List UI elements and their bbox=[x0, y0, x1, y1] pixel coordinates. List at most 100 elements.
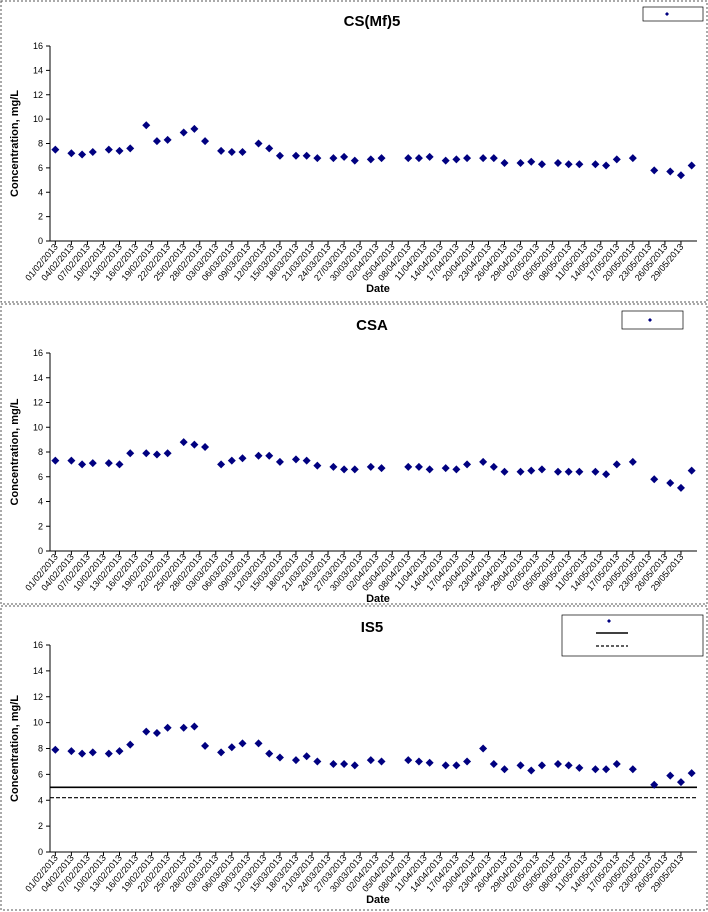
data-point bbox=[441, 156, 450, 165]
data-point bbox=[340, 760, 349, 769]
y-tick-label: 4 bbox=[38, 497, 43, 507]
data-point bbox=[227, 743, 236, 752]
data-point bbox=[602, 765, 611, 774]
data-point bbox=[254, 739, 263, 748]
data-point bbox=[254, 139, 263, 148]
y-axis-title: Concentration, mg/L bbox=[9, 695, 21, 802]
data-point bbox=[425, 465, 434, 474]
data-point bbox=[463, 460, 472, 469]
data-point bbox=[350, 761, 359, 770]
legend bbox=[621, 310, 684, 330]
data-point bbox=[126, 449, 135, 458]
data-point bbox=[650, 780, 659, 789]
data-point bbox=[500, 765, 509, 774]
data-point bbox=[142, 449, 151, 458]
data-point bbox=[575, 467, 584, 476]
data-point bbox=[51, 145, 60, 154]
data-point bbox=[463, 757, 472, 766]
y-tick-label: 2 bbox=[38, 212, 43, 222]
data-point bbox=[313, 757, 322, 766]
x-axis-title: Date bbox=[366, 283, 390, 295]
data-point bbox=[227, 148, 236, 157]
data-point bbox=[602, 161, 611, 170]
data-point bbox=[527, 766, 536, 775]
data-point bbox=[350, 465, 359, 474]
data-point bbox=[441, 464, 450, 473]
data-point bbox=[275, 151, 284, 160]
data-point bbox=[479, 744, 488, 753]
data-point bbox=[217, 146, 226, 155]
data-point bbox=[564, 761, 573, 770]
data-point bbox=[163, 135, 172, 144]
data-point bbox=[179, 723, 188, 732]
data-point bbox=[126, 740, 135, 749]
y-tick-label: 4 bbox=[38, 795, 43, 805]
data-point bbox=[78, 460, 87, 469]
data-point bbox=[152, 137, 161, 146]
data-point bbox=[537, 761, 546, 770]
data-point bbox=[104, 145, 113, 154]
y-tick-label: 12 bbox=[33, 90, 43, 100]
data-point bbox=[217, 460, 226, 469]
data-point bbox=[190, 124, 199, 133]
data-point bbox=[489, 760, 498, 769]
data-point bbox=[612, 460, 621, 469]
data-point bbox=[190, 722, 199, 731]
data-point bbox=[452, 761, 461, 770]
data-point bbox=[404, 154, 413, 163]
data-point bbox=[88, 148, 97, 157]
data-point bbox=[516, 159, 525, 167]
data-point bbox=[591, 765, 600, 774]
data-point bbox=[612, 155, 621, 164]
data-point bbox=[88, 459, 97, 468]
y-axis-title: Concentration, mg/L bbox=[9, 90, 21, 197]
data-point bbox=[687, 769, 696, 778]
data-point bbox=[291, 151, 300, 160]
data-point bbox=[527, 466, 536, 475]
data-point bbox=[51, 456, 60, 465]
y-axis-title: Concentration, mg/L bbox=[9, 398, 21, 505]
data-point bbox=[115, 747, 124, 756]
y-tick-label: 14 bbox=[33, 65, 43, 75]
data-point bbox=[366, 462, 375, 471]
y-tick-label: 12 bbox=[33, 398, 43, 408]
data-point bbox=[340, 152, 349, 161]
data-point bbox=[227, 456, 236, 465]
data-point bbox=[564, 160, 573, 169]
data-point bbox=[527, 157, 536, 166]
data-point bbox=[676, 778, 685, 787]
data-point bbox=[201, 443, 210, 452]
chart-title: IS5 bbox=[361, 619, 384, 636]
data-point bbox=[142, 121, 151, 130]
data-point bbox=[425, 152, 434, 161]
data-point bbox=[302, 456, 311, 465]
data-point bbox=[628, 765, 637, 774]
data-point bbox=[265, 144, 274, 153]
data-point bbox=[291, 756, 300, 765]
y-tick-label: 10 bbox=[33, 422, 43, 432]
y-tick-label: 2 bbox=[38, 521, 43, 531]
data-point bbox=[452, 155, 461, 164]
data-point bbox=[291, 455, 300, 464]
data-point bbox=[377, 464, 386, 473]
data-point bbox=[628, 154, 637, 163]
data-point bbox=[537, 465, 546, 474]
data-point bbox=[575, 763, 584, 772]
data-point bbox=[553, 760, 562, 769]
data-point bbox=[676, 483, 685, 492]
data-point bbox=[687, 466, 696, 475]
y-tick-label: 14 bbox=[33, 373, 43, 383]
y-tick-label: 16 bbox=[33, 640, 43, 650]
data-point bbox=[179, 128, 188, 137]
y-tick-label: 2 bbox=[38, 821, 43, 831]
y-tick-label: 8 bbox=[38, 744, 43, 754]
data-point bbox=[329, 154, 338, 163]
data-point bbox=[666, 167, 675, 176]
data-point bbox=[404, 756, 413, 765]
data-point bbox=[489, 154, 498, 163]
data-point bbox=[500, 467, 509, 476]
data-point bbox=[67, 456, 76, 465]
data-point bbox=[516, 761, 525, 770]
data-point bbox=[238, 454, 247, 463]
data-point bbox=[377, 757, 386, 766]
